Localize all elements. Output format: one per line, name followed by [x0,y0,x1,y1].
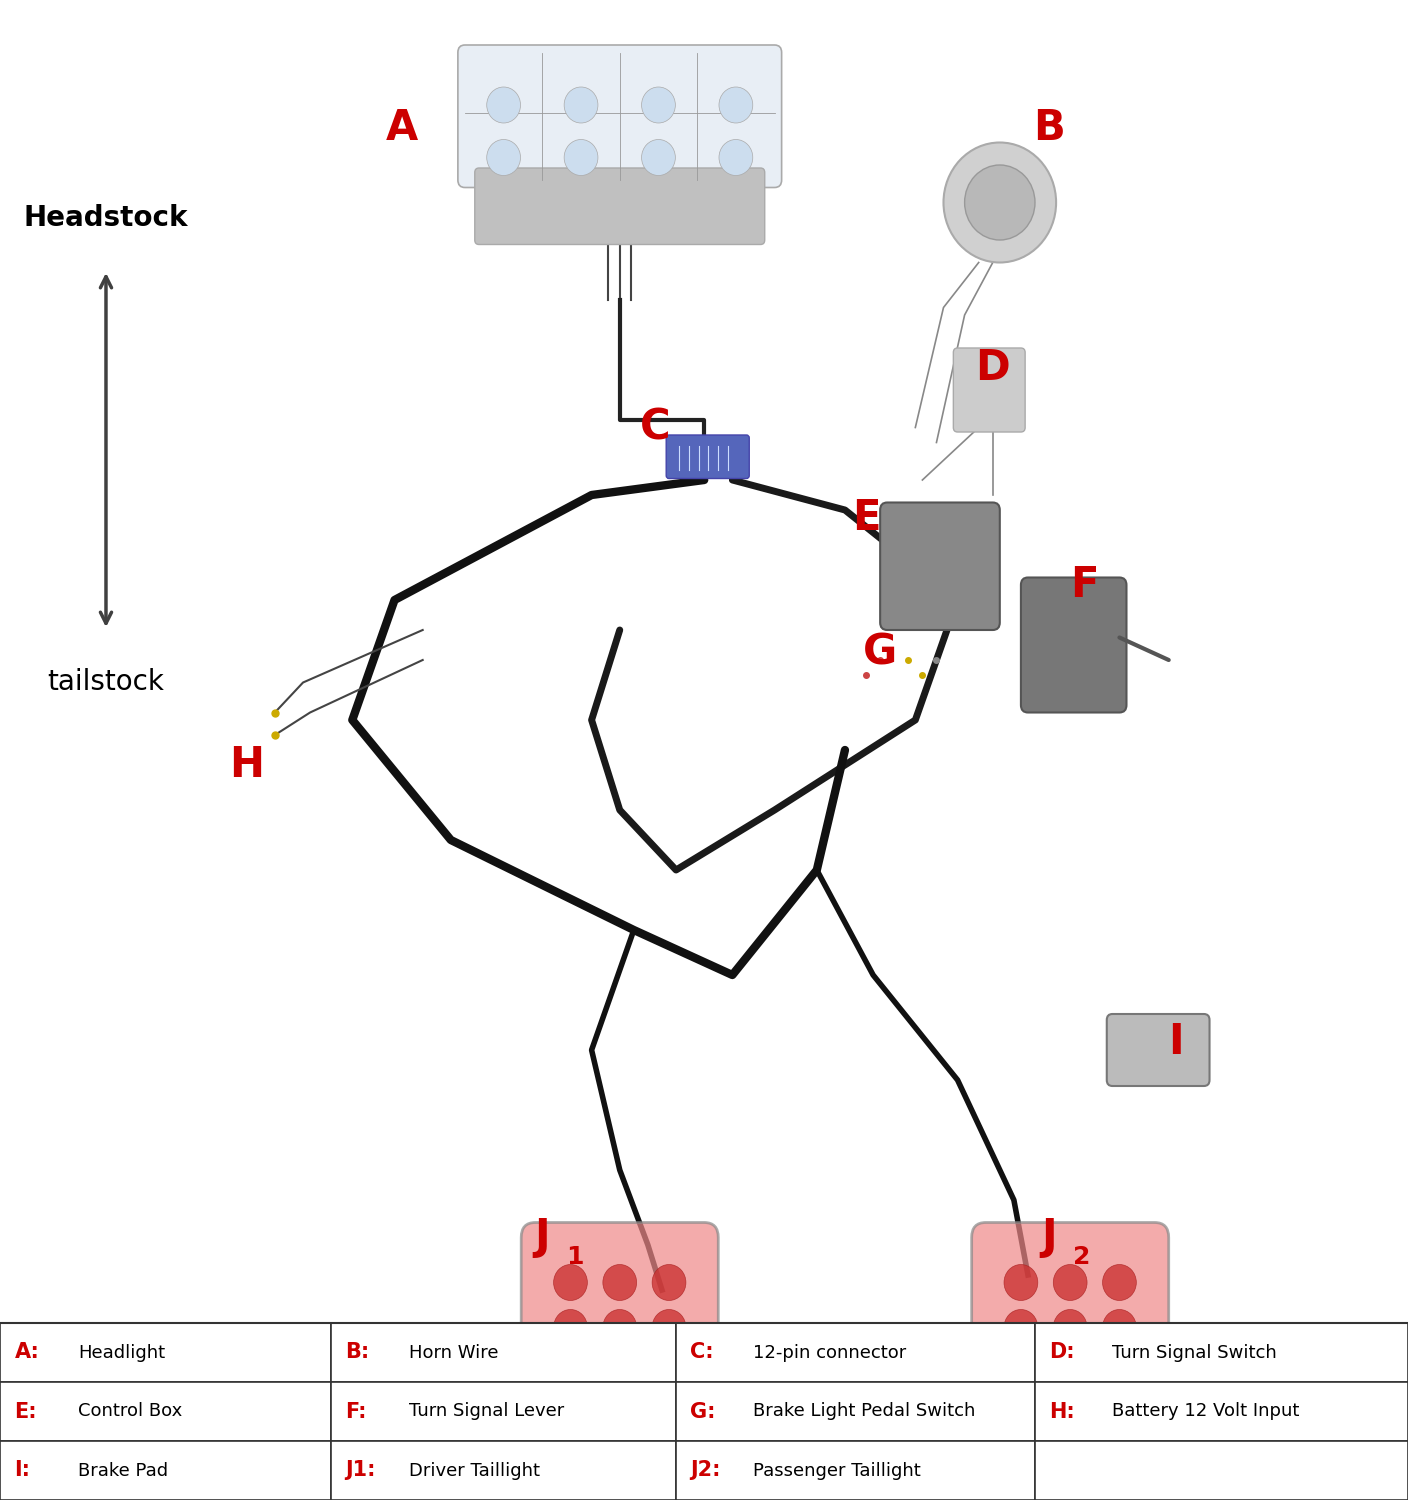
Circle shape [642,87,676,123]
Text: Horn Wire: Horn Wire [408,1344,498,1362]
Circle shape [487,87,521,123]
Text: J1:: J1: [345,1461,376,1480]
FancyBboxPatch shape [880,503,1000,630]
Text: Turn Signal Switch: Turn Signal Switch [1112,1344,1277,1362]
Bar [0,1323,331,1382]
Text: 1: 1 [566,1245,583,1269]
Text: Headstock: Headstock [24,204,189,232]
Text: Driver Taillight: Driver Taillight [408,1461,539,1479]
Circle shape [964,165,1035,240]
Circle shape [553,1264,587,1300]
Text: Brake Pad: Brake Pad [77,1461,168,1479]
Text: D: D [976,346,1010,388]
Text: Headlight: Headlight [77,1344,165,1362]
Circle shape [1053,1310,1087,1346]
FancyBboxPatch shape [474,168,765,244]
Text: A:: A: [14,1342,39,1362]
Circle shape [1102,1264,1136,1300]
Circle shape [1004,1264,1038,1300]
FancyBboxPatch shape [953,348,1025,432]
Circle shape [1004,1310,1038,1346]
Bar [676,1442,1035,1500]
Text: J2:: J2: [690,1461,721,1480]
Bar [0,1382,331,1442]
Text: C:: C: [690,1342,714,1362]
Text: Battery 12 Volt Input: Battery 12 Volt Input [1112,1402,1300,1420]
FancyBboxPatch shape [458,45,781,188]
Text: D:: D: [1049,1342,1074,1362]
Bar [331,1323,676,1382]
Circle shape [642,140,676,176]
Text: tailstock: tailstock [48,668,165,696]
Text: H: H [230,744,265,786]
Text: I:: I: [14,1461,31,1480]
Circle shape [1102,1310,1136,1346]
Text: H:: H: [1049,1401,1074,1422]
Circle shape [719,87,753,123]
Text: B: B [1033,106,1064,148]
Text: G: G [863,632,897,674]
Text: B:: B: [345,1342,369,1362]
Bar [331,1382,676,1442]
Bar [1035,1323,1408,1382]
FancyBboxPatch shape [1107,1014,1209,1086]
Text: J: J [535,1216,551,1258]
Text: 2: 2 [1073,1245,1090,1269]
Text: A: A [386,106,418,148]
Text: E:: E: [14,1401,37,1422]
Bar [331,1442,676,1500]
Bar [0,1442,331,1500]
Text: F:: F: [345,1401,366,1422]
Text: C: C [639,406,670,448]
Circle shape [603,1264,636,1300]
Circle shape [565,87,598,123]
Circle shape [553,1310,587,1346]
Circle shape [719,140,753,176]
Bar [1035,1382,1408,1442]
Text: J: J [1042,1216,1057,1258]
FancyBboxPatch shape [666,435,749,478]
Circle shape [603,1310,636,1346]
Bar [676,1323,1035,1382]
Text: Turn Signal Lever: Turn Signal Lever [408,1402,563,1420]
Circle shape [652,1310,686,1346]
Circle shape [652,1264,686,1300]
Text: I: I [1167,1022,1184,1064]
Text: G:: G: [690,1401,715,1422]
Text: Passenger Taillight: Passenger Taillight [753,1461,921,1479]
Text: Brake Light Pedal Switch: Brake Light Pedal Switch [753,1402,976,1420]
Text: F: F [1070,564,1098,606]
Circle shape [943,142,1056,262]
Circle shape [1053,1264,1087,1300]
FancyBboxPatch shape [1021,578,1126,712]
Bar [1035,1442,1408,1500]
Bar [676,1382,1035,1442]
Circle shape [565,140,598,176]
FancyBboxPatch shape [972,1222,1169,1380]
Circle shape [487,140,521,176]
Text: E: E [852,496,880,538]
Text: 12-pin connector: 12-pin connector [753,1344,907,1362]
Text: Control Box: Control Box [77,1402,182,1420]
FancyBboxPatch shape [521,1222,718,1380]
